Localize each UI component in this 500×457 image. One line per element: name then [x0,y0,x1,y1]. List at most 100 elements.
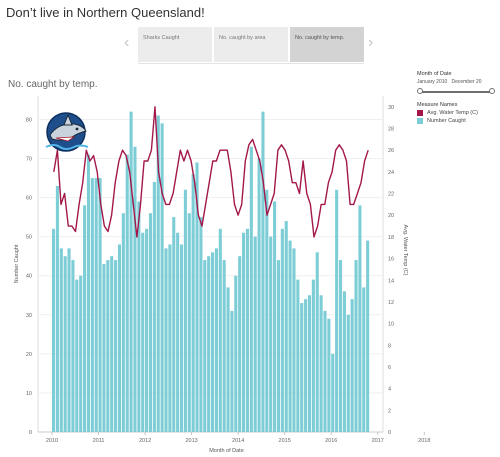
bar [98,178,102,432]
bar [342,291,346,432]
bar [296,279,300,432]
bar [86,154,90,432]
bar [280,228,284,432]
y-tick-label-right: 12 [388,300,394,306]
y-tick-label-right: 2 [388,408,391,414]
bar [75,279,79,432]
bar [346,314,350,432]
y-tick-label-left: 40 [26,274,32,280]
date-range-labels: January 2010 December 20 [417,79,497,85]
y-axis-title-left: Number Caught [14,244,20,283]
story-navigator: ‹ Sharks Caught No. caught by area No. c… [124,27,382,64]
y-tick-label-right: 20 [388,213,394,219]
slider-end-handle[interactable] [489,88,495,94]
x-tick-label: 2010 [46,438,58,444]
bar [125,154,129,432]
bar [288,240,292,432]
x-tick-label: 2015 [279,438,291,444]
y-tick-label-right: 18 [388,235,394,241]
date-range-slider[interactable] [417,87,497,97]
range-start-label: January 2010 [417,79,448,85]
bar [117,244,122,432]
bar [203,260,207,432]
y-tick-label-right: 28 [388,127,394,133]
x-axis-title: Month of Date [209,448,244,454]
bar [67,248,71,432]
bar [133,146,137,432]
story-point-sharks-caught[interactable]: Sharks Caught [138,27,212,62]
bar [106,260,110,432]
bar [187,213,191,432]
bar [164,248,168,432]
y-tick-label-right: 14 [388,278,394,284]
bar [222,260,226,432]
bar [300,303,304,432]
legend-item-water-temp[interactable]: Avg. Water Temp (C) [417,110,497,116]
bar [156,115,160,432]
y-tick-label-right: 16 [388,257,394,263]
bar [261,111,265,433]
bar [327,318,331,432]
story-point-by-temp[interactable]: No. caught by temp. [290,27,364,62]
series-line-water-temp [53,106,369,238]
bar [141,232,145,432]
bar [83,205,87,432]
bar [366,240,370,432]
dashboard-title: Don’t live in Northern Queensland! [6,5,205,20]
y-tick-label-left: 60 [26,196,32,202]
slider-track [420,91,492,93]
bar [152,181,156,432]
bar [110,256,114,432]
y-tick-label-left: 70 [26,157,32,163]
slider-start-handle[interactable] [417,88,423,94]
bar [183,189,187,432]
bar [168,244,172,432]
bar [253,236,257,432]
bar [102,264,106,432]
bar [55,185,59,432]
bar [276,260,281,432]
y-tick-label-left: 20 [26,352,32,358]
y-tick-label-right: 4 [388,387,391,393]
bar [273,201,277,432]
bar [234,275,238,432]
y-tick-label-right: 22 [388,192,394,198]
y-tick-label-right: 26 [388,148,394,154]
bar [307,295,312,432]
bar [195,162,199,432]
story-next-arrow-icon[interactable]: › [368,34,374,51]
bar [63,256,67,432]
y-tick-label-left: 80 [26,117,32,123]
bar [335,189,339,432]
bar [71,260,75,432]
y-tick-label-left: 50 [26,235,32,241]
bar [238,256,242,432]
bar [207,256,211,432]
bar [191,174,195,433]
filter-header: Month of Date [417,71,452,77]
bar [179,244,184,432]
story-point-by-area[interactable]: No. caught by area [214,27,288,62]
bar [292,248,296,432]
legend-header: Measure Names [417,102,458,108]
y-axis-title-right: Avg. Water Temp (C) [402,225,408,276]
bar [145,228,149,432]
bar [242,232,246,432]
y-tick-label-left: 30 [26,313,32,319]
bar [129,111,133,433]
range-end-label: December 20 [451,79,482,85]
y-tick-label-right: 6 [388,365,391,371]
bar [265,189,269,432]
legend-swatch-water-temp [417,110,423,116]
legend-item-number-caught[interactable]: Number Caught [417,118,497,124]
x-tick-label: 2012 [139,438,151,444]
x-tick-label: 2013 [185,438,197,444]
y-tick-label-right: 24 [388,170,394,176]
bar [218,228,222,432]
x-tick-label: 2017 [372,438,384,444]
bar [90,178,94,432]
story-prev-arrow-icon[interactable]: ‹ [124,34,130,51]
story-divider [138,63,364,64]
bar [257,158,261,432]
